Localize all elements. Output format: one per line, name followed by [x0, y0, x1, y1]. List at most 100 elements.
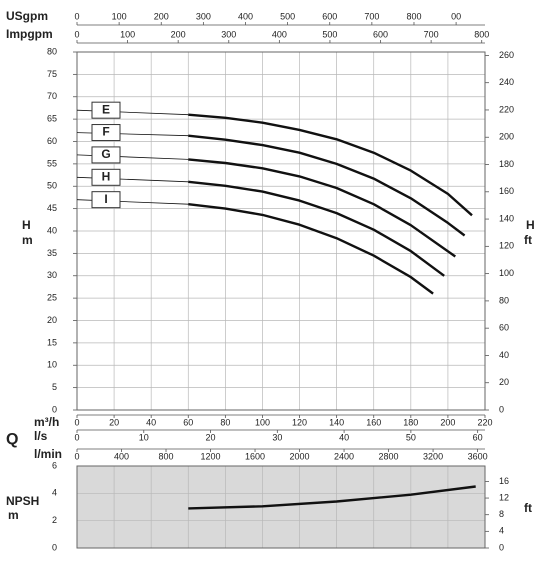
npsh-y2-tick-label: 0: [499, 542, 504, 552]
npsh-tick-label: 0: [52, 542, 57, 552]
curve-label: I: [104, 192, 107, 206]
usgpm-label: USgpm: [6, 9, 48, 23]
curve: [188, 158, 456, 258]
y-tick-label: 80: [47, 46, 57, 56]
top-tick-label: 300: [196, 11, 211, 21]
npsh-frame: [76, 465, 486, 549]
bottom-tick-label: 60: [473, 432, 483, 442]
bottom-tick-label: 140: [329, 417, 344, 427]
y-tick-label: 5: [52, 382, 57, 392]
m3h-label: m³/h: [34, 415, 59, 429]
y2-tick-label: 160: [499, 186, 514, 196]
top-tick-label: 0: [74, 29, 79, 39]
top-tick-label: 200: [171, 29, 186, 39]
curve-label: H: [102, 169, 111, 183]
y-tick-label: 40: [47, 225, 57, 235]
bottom-tick-label: 120: [292, 417, 307, 427]
y-tick-label: 70: [47, 91, 57, 101]
y2-tick-label: 0: [499, 404, 504, 414]
curve-label: F: [102, 125, 109, 139]
y2-tick-label: 140: [499, 213, 514, 223]
bottom-tick-label: 800: [159, 451, 174, 461]
bottom-tick-label: 180: [403, 417, 418, 427]
npsh-tick-label: 4: [52, 488, 57, 498]
npsh-y2-tick-label: 16: [499, 476, 509, 486]
y-tick-label: 45: [47, 203, 57, 213]
curve: [188, 203, 434, 295]
y2-tick-label: 60: [499, 323, 509, 333]
y2-tick-label: 260: [499, 50, 514, 60]
y2-tick-label: 180: [499, 159, 514, 169]
curve-label: E: [102, 102, 110, 116]
y2-tick-label: 200: [499, 132, 514, 142]
y2-unit: ft: [524, 233, 532, 247]
npsh-y2-tick-label: 8: [499, 509, 504, 519]
bottom-tick-label: 1600: [245, 451, 265, 461]
bottom-tick-label: 50: [406, 432, 416, 442]
top-tick-label: 0: [74, 11, 79, 21]
top-tick-label: 600: [322, 11, 337, 21]
y-tick-label: 50: [47, 181, 57, 191]
bottom-tick-label: 0: [74, 451, 79, 461]
npsh-tick-label: 6: [52, 460, 57, 470]
ls-label: l/s: [34, 429, 48, 443]
bottom-tick-label: 2800: [379, 451, 399, 461]
bottom-tick-label: 30: [272, 432, 282, 442]
npsh-y2-tick-label: 12: [499, 492, 509, 502]
y-tick-label: 30: [47, 270, 57, 280]
bottom-tick-label: 3200: [423, 451, 443, 461]
y2-tick-label: 120: [499, 241, 514, 251]
npsh-curve: [188, 485, 476, 510]
y2-tick-label: 20: [499, 377, 509, 387]
bottom-tick-label: 400: [114, 451, 129, 461]
y2-tick-label: 220: [499, 104, 514, 114]
bottom-tick-label: 100: [255, 417, 270, 427]
y-tick-label: 60: [47, 136, 57, 146]
curve: [188, 180, 445, 277]
plot-frame: [76, 51, 486, 411]
top-tick-label: 500: [322, 29, 337, 39]
y-tick-label: 25: [47, 293, 57, 303]
bottom-tick-label: 1200: [201, 451, 221, 461]
y2-label: H: [526, 218, 535, 232]
y2-tick-label: 240: [499, 77, 514, 87]
npsh-ft-label: ft: [524, 501, 532, 515]
top-tick-label: 00: [451, 11, 461, 21]
q-label: Q: [6, 431, 18, 448]
y-tick-label: 10: [47, 360, 57, 370]
top-tick-label: 200: [154, 11, 169, 21]
top-tick-label: 800: [406, 11, 421, 21]
top-tick-label: 500: [280, 11, 295, 21]
bottom-tick-label: 2000: [290, 451, 310, 461]
bottom-tick-label: 200: [440, 417, 455, 427]
top-tick-label: 400: [272, 29, 287, 39]
bottom-tick-label: 40: [339, 432, 349, 442]
top-tick-label: 700: [364, 11, 379, 21]
label-box: [91, 124, 121, 142]
label-box: [91, 168, 121, 186]
impgpm-label: Impgpm: [6, 27, 53, 41]
top-tick-label: 100: [112, 11, 127, 21]
y-tick-label: 0: [52, 404, 57, 414]
npsh-y2-tick-label: 4: [499, 526, 504, 536]
lmin-label: l/min: [34, 447, 62, 461]
bottom-tick-label: 20: [206, 432, 216, 442]
top-tick-label: 600: [373, 29, 388, 39]
y2-tick-label: 40: [499, 350, 509, 360]
y-tick-label: 55: [47, 158, 57, 168]
top-tick-label: 400: [238, 11, 253, 21]
bottom-tick-label: 10: [139, 432, 149, 442]
y2-tick-label: 100: [499, 268, 514, 278]
npsh-unit: m: [8, 508, 19, 522]
npsh-background: [77, 466, 485, 548]
y-unit: m: [22, 233, 33, 247]
bottom-tick-label: 0: [74, 417, 79, 427]
curve: [188, 113, 473, 217]
y-tick-label: 65: [47, 114, 57, 124]
y-tick-label: 75: [47, 69, 57, 79]
label-box: [91, 101, 121, 119]
top-tick-label: 100: [120, 29, 135, 39]
y-label: H: [22, 218, 31, 232]
bottom-tick-label: 0: [74, 432, 79, 442]
top-tick-label: 700: [424, 29, 439, 39]
